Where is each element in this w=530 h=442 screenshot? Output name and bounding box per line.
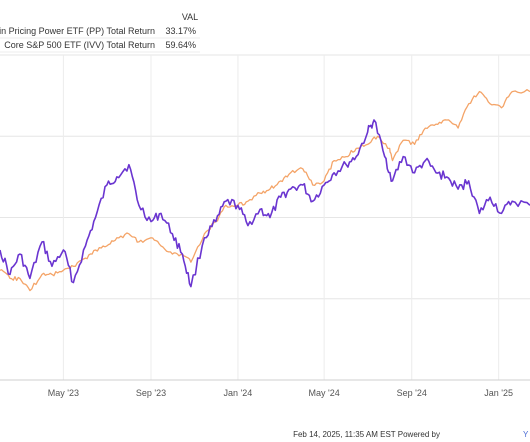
chart-legend: VAL t Kevin Pricing Power ETF (PP) Total …: [0, 12, 200, 53]
footer: Feb 14, 2025, 11:35 AM EST Powered by Y: [293, 430, 529, 439]
footer-timestamp: Feb 14, 2025, 11:35 AM EST Powered by: [293, 430, 440, 439]
legend-value-1: 59.64%: [165, 40, 196, 50]
x-tick-label-5: Jan '25: [484, 388, 513, 398]
x-axis-ticks: May '23 Sep '23 Jan '24 May '24 Sep '24 Jan '…: [48, 388, 513, 398]
x-tick-label-4: Sep '24: [397, 388, 427, 398]
chart-grid: [0, 54, 530, 381]
x-tick-label-0: May '23: [48, 388, 79, 398]
legend-label-0: t Kevin Pricing Power ETF (PP) Total Ret…: [0, 26, 155, 36]
series-line-0: [0, 119, 530, 288]
x-tick-label-1: Sep '23: [136, 388, 166, 398]
x-tick-label-3: May '24: [309, 388, 340, 398]
legend-header: VAL: [182, 12, 198, 22]
series-layer: [0, 89, 530, 292]
footer-brand: Y: [523, 430, 529, 439]
legend-label-1: Core S&P 500 ETF (IVV) Total Return: [4, 40, 155, 50]
x-tick-label-2: Jan '24: [224, 388, 253, 398]
legend-value-0: 33.17%: [165, 26, 196, 36]
series-line-1: [0, 89, 530, 292]
